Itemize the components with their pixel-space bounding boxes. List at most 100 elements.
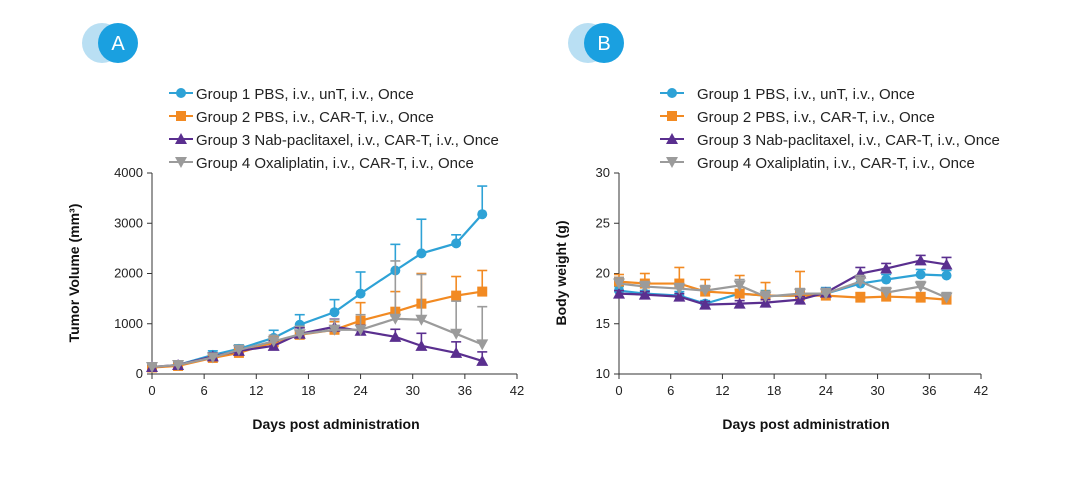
chart-b-series-3	[613, 254, 953, 310]
chart-b-data-point	[855, 292, 866, 303]
chart-a-data-point	[146, 361, 158, 373]
chart-b-data-point	[880, 262, 893, 274]
chart-b-series-line	[618, 259, 947, 306]
chart-b-x-tick-label: 6	[667, 383, 674, 398]
legend-a: Group 1 PBS, i.v., unT, i.v., Once Group…	[196, 86, 499, 172]
chart-b-legend-marker	[666, 133, 678, 144]
chart-a-data-point	[328, 324, 341, 336]
chart-a-data-point	[477, 286, 488, 297]
chart-a-data-point	[172, 359, 185, 371]
chart-a-x-tick-label: 18	[301, 383, 315, 398]
chart-b-data-point	[914, 281, 927, 293]
chart-a-data-point	[450, 346, 463, 358]
chart-a-y-tick-label: 0	[136, 366, 143, 381]
chart-b-y-tick-label: 25	[596, 215, 610, 230]
chart-a-x-tick-label: 6	[201, 383, 208, 398]
chart-a-series-line	[151, 317, 483, 369]
chart-a-x-tick-label: 12	[249, 383, 263, 398]
panel-b-badge: B	[568, 23, 624, 63]
chart-b-data-point	[733, 280, 746, 292]
legend-b-label-2: Group 2 PBS, i.v., CAR-T, i.v., Once	[697, 109, 935, 126]
chart-b-data-point	[915, 269, 926, 280]
chart-b-data-point	[759, 291, 772, 303]
chart-a-y-tick-label: 4000	[114, 165, 143, 180]
chart-b-data-point	[941, 270, 952, 281]
legend-b-label-3: Group 3 Nab-paclitaxel, i.v., CAR-T, i.v…	[697, 132, 1000, 149]
chart-a-series-2	[147, 269, 488, 373]
chart-a-legend-marker	[175, 157, 187, 168]
chart-a-data-point	[354, 324, 367, 336]
chart-b-data-point	[915, 292, 926, 303]
chart-b-x-tick-label: 12	[715, 383, 729, 398]
chart-b-x-tick-label: 24	[819, 383, 833, 398]
chart-b-y-axis-title: Body weight (g)	[553, 221, 569, 326]
chart-b-x-tick-label: 30	[870, 383, 884, 398]
chart-a-data-point	[232, 344, 245, 356]
chart-b-y-tick-label: 15	[596, 316, 610, 331]
chart-a-x-tick-label: 30	[405, 383, 419, 398]
chart-a-data-point	[389, 313, 402, 325]
chart-b-data-point	[613, 278, 625, 290]
chart-b-y-tick-label: 10	[596, 366, 610, 381]
panel-a-badge: A	[82, 23, 138, 63]
chart-a-data-point	[416, 248, 427, 259]
chart-a-legend-marker	[175, 133, 187, 144]
chart-a-x-tick-label: 24	[353, 383, 367, 398]
legend-a-markers	[169, 88, 193, 168]
chart-b-legend-marker	[666, 157, 678, 168]
legend-a-label-4: Group 4 Oxaliplatin, i.v., CAR-T, i.v., …	[196, 155, 474, 172]
chart-b-data-point	[854, 276, 867, 288]
chart-a-data-point	[415, 339, 428, 351]
chart-b-data-point	[673, 283, 686, 295]
legend-a-label-1: Group 1 PBS, i.v., unT, i.v., Once	[196, 86, 414, 103]
chart-b-x-tick-label: 42	[974, 383, 988, 398]
chart-b: 10 15 20 25 30 0 6 12 18 24 30 36 42	[596, 165, 989, 398]
chart-a-x-axis-title: Days post administration	[252, 416, 419, 432]
chart-a-data-point	[389, 330, 402, 342]
chart-b-x-tick-label: 18	[767, 383, 781, 398]
chart-b-data-point	[914, 254, 927, 266]
chart-b-data-point	[734, 288, 745, 299]
chart-a-x-tick-label: 0	[148, 383, 155, 398]
chart-b-data-point	[638, 281, 651, 293]
chart-a-data-point	[451, 290, 462, 301]
chart-b-y-tick-label: 30	[596, 165, 610, 180]
chart-b-data-point	[638, 288, 651, 300]
chart-a-series-1	[147, 185, 488, 373]
chart-b-series-line	[618, 273, 947, 305]
chart-b-x-tick-label: 0	[615, 383, 622, 398]
chart-a-data-point	[355, 288, 366, 299]
chart-b-legend-marker	[667, 88, 677, 98]
chart-b-data-point	[699, 285, 712, 297]
chart-a-legend-marker	[176, 111, 186, 121]
chart-b-data-point	[940, 258, 953, 270]
legend-b-markers	[660, 88, 684, 168]
chart-b-x-tick-label: 36	[922, 383, 936, 398]
chart-a-data-point	[451, 238, 462, 249]
chart-a-legend-marker	[176, 88, 186, 98]
panel-a-badge-circle	[98, 23, 138, 63]
chart-b-data-point	[733, 297, 746, 309]
panel-b-badge-circle	[584, 23, 624, 63]
panel-a-badge-label: A	[111, 33, 125, 55]
chart-b-y-tick-label: 20	[596, 266, 610, 281]
chart-b-data-point	[613, 287, 625, 299]
chart-a-series-line	[151, 213, 484, 369]
legend-b-label-4: Group 4 Oxaliplatin, i.v., CAR-T, i.v., …	[697, 155, 975, 172]
chart-b-x-axis-title: Days post administration	[722, 416, 889, 432]
chart-b-data-point	[794, 288, 806, 300]
chart-a-data-point	[329, 307, 340, 318]
chart-a-y-tick-label: 3000	[114, 215, 143, 230]
chart-a-data-point	[206, 352, 219, 364]
chart-a-x-tick-label: 36	[458, 383, 472, 398]
chart-a-y-tick-label: 1000	[114, 316, 143, 331]
panel-b-badge-label: B	[597, 33, 610, 55]
chart-b-data-point	[819, 288, 832, 300]
chart-a-series-4	[146, 260, 489, 373]
chart-b-data-point	[940, 292, 953, 304]
chart-b-data-point	[699, 298, 712, 310]
chart-b-data-point	[880, 287, 893, 299]
chart-a-data-point	[415, 314, 428, 326]
chart-a-data-point	[293, 329, 306, 341]
